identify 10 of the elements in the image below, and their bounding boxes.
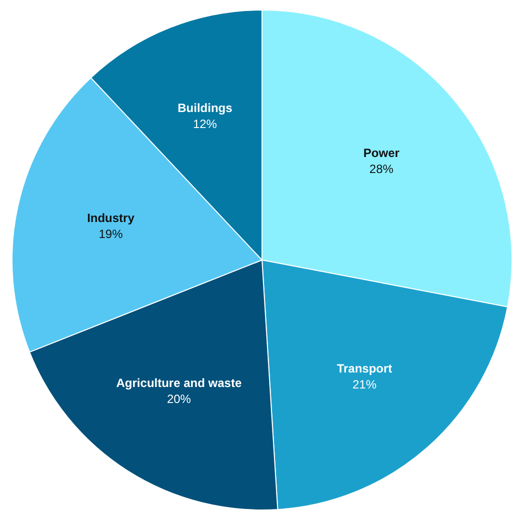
slice-label: Industry: [87, 211, 135, 226]
data-label: 20%: [166, 392, 192, 406]
data-label: 19%: [98, 227, 124, 242]
data-label: 12%: [192, 116, 218, 131]
data-label: 28%: [369, 162, 394, 176]
data-label: 21%: [352, 377, 377, 392]
slice-label: Power: [363, 146, 400, 160]
slice-label: Agriculture and waste: [116, 376, 242, 390]
slice-label: Transport: [336, 361, 392, 376]
slice-label: Buildings: [178, 100, 233, 115]
